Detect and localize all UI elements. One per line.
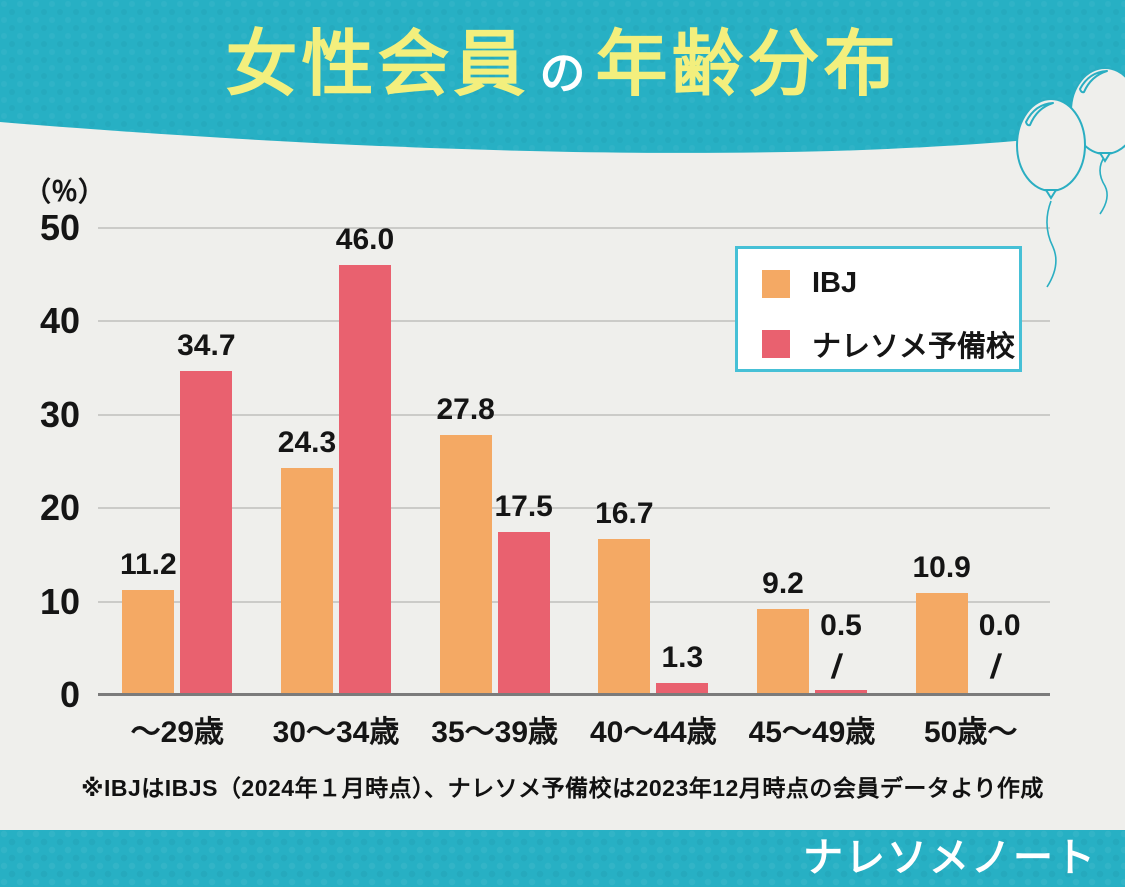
footer-bar: ナレソメノート <box>0 830 1125 887</box>
balloons-icon <box>1016 67 1125 288</box>
bar-value-label: 11.2 <box>119 548 177 582</box>
bar-IBJ-35～39歳 <box>439 435 492 695</box>
gridline-20 <box>98 507 1050 510</box>
bar-value-label: 34.7 <box>177 328 236 362</box>
bar-value-label: 1.3 <box>661 640 704 674</box>
page-title: 女性会員 の 年齢分布 <box>0 25 1125 105</box>
bar-ナレソメ予備校-45～49歳 <box>815 690 867 695</box>
source-footnote: ※IBJはIBJS（2024年１月時点）、ナレソメ予備校は2023年12月時点の… <box>81 775 1044 801</box>
gridline-40 <box>98 320 1050 323</box>
y-tick-label: 0 <box>59 674 80 715</box>
bar-value-label: 27.8 <box>436 393 495 427</box>
brand-logo: ナレソメノート <box>803 836 1097 880</box>
bar-ナレソメ予備校-35～39歳 <box>497 531 550 695</box>
bar-ナレソメ予備校-30～34歳 <box>339 265 391 695</box>
x-category-label: 50歳～ <box>923 716 1018 749</box>
header-banner <box>0 0 1125 153</box>
legend-item-IBJ: IBJ <box>762 267 857 300</box>
leader-line: / <box>988 648 1003 686</box>
x-category-label: 40～44歳 <box>589 716 717 749</box>
y-axis: 50 40 30 20 10 0 <box>0 209 86 714</box>
y-tick-label: 30 <box>39 393 80 435</box>
legend-swatch-icon <box>762 269 790 298</box>
bar-value-label: 10.9 <box>912 551 971 585</box>
page-title-part1: 女性会員 <box>225 25 530 105</box>
bar-value-label: 0.0 <box>978 609 1021 642</box>
bar-IBJ-45～49歳 <box>757 609 809 695</box>
legend-label: IBJ <box>812 267 858 299</box>
gridline-30 <box>98 413 1050 416</box>
gridline-10 <box>98 600 1050 603</box>
x-category-label: 45～49歳 <box>748 716 876 749</box>
bar-IBJ-40～44歳 <box>598 539 651 695</box>
bar-value-label: 46.0 <box>335 223 395 257</box>
bar-value-label: 9.2 <box>762 567 804 601</box>
y-tick-label: 20 <box>39 487 80 529</box>
bar-ナレソメ予備校-40～44歳 <box>656 682 709 695</box>
bar-IBJ-30～34歳 <box>281 468 333 695</box>
gridline-50 <box>98 227 1050 229</box>
bar-value-label: 16.7 <box>595 497 654 531</box>
bar-ナレソメ予備校-～29歳 <box>180 370 233 695</box>
y-tick-label: 50 <box>39 207 80 248</box>
x-axis-line <box>98 693 1050 696</box>
legend-item-ナレソメ予備校: ナレソメ予備校 <box>762 323 1015 365</box>
legend-swatch-icon <box>762 330 790 358</box>
bar-value-label: 17.5 <box>494 489 553 523</box>
page-title-particle: の <box>539 47 586 99</box>
chart-legend: IBJ ナレソメ予備校 <box>735 246 1022 372</box>
bar-value-label: 24.3 <box>277 426 337 460</box>
x-category-label: 35～39歳 <box>431 716 559 749</box>
bar-IBJ-～29歳 <box>122 590 175 695</box>
bar-value-label: 0.5 <box>820 609 862 642</box>
y-tick-label: 10 <box>39 580 80 622</box>
y-axis-unit-label: （％） <box>24 177 105 207</box>
y-tick-label: 40 <box>39 300 80 342</box>
age-distribution-chart: 11.2 34.7 ～29歳 24.3 46.0 30～34歳 27.8 17.5 35～39歳… <box>98 223 1050 749</box>
x-category-label: ～29歳 <box>130 716 225 749</box>
leader-line: / <box>829 648 845 686</box>
x-category-label: 30～34歳 <box>272 716 400 749</box>
bar-IBJ-50歳～ <box>915 593 968 695</box>
legend-label: ナレソメ予備校 <box>812 331 1016 363</box>
page-title-part2: 年齢分布 <box>595 25 900 105</box>
